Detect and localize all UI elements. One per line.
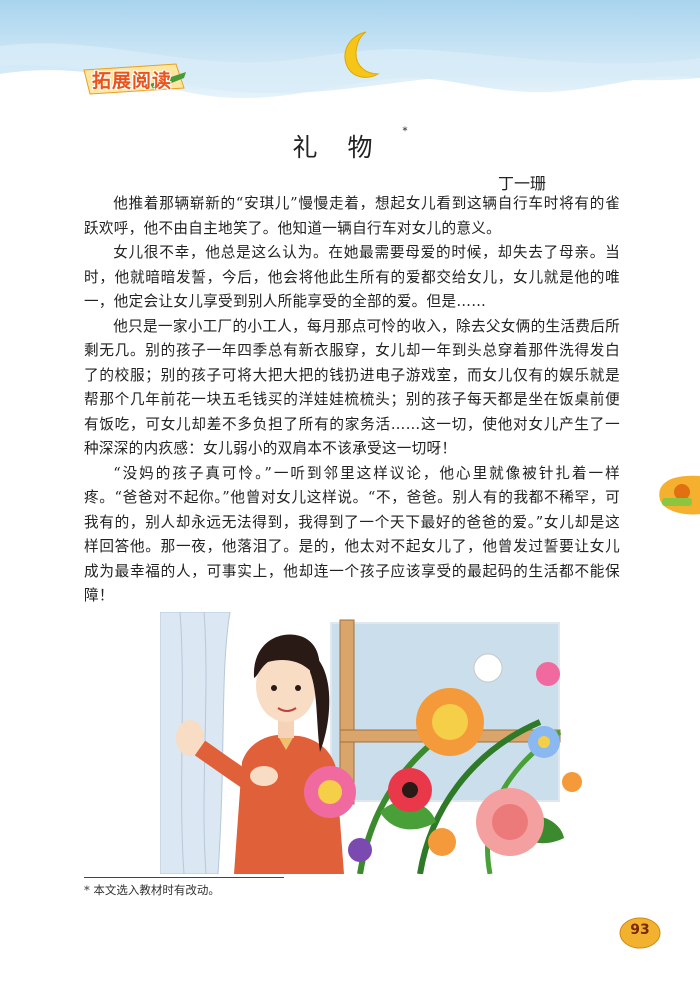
section-badge (83, 63, 186, 95)
paragraph-2: 女儿很不幸，他总是这么认为。在她最需要母爱的时候，却失去了母亲。当时，他就暗暗发… (84, 244, 620, 310)
article-body: 他推着那辆崭新的“安琪儿”慢慢走着，想起女儿看到这辆自行车时将有的雀跃欢呼，他不… (84, 192, 620, 609)
page-number-badge (619, 917, 661, 949)
paragraph-4: “没妈的孩子真可怜。”一听到邻里这样议论，他心里就像被针扎着一样疼。“爸爸对不起… (84, 464, 620, 605)
side-tab-decoration (659, 475, 700, 515)
crescent-moon-icon (344, 31, 380, 78)
article-author: 丁一珊 (498, 174, 547, 193)
article-title-text: 礼物 (292, 133, 403, 162)
section-label: 拓展阅读 (92, 70, 173, 92)
footnote: * 本文选入教材时有改动。 (84, 883, 220, 897)
story-illustration (160, 612, 590, 874)
footnote-divider (84, 877, 284, 878)
paragraph-3: 他只是一家小工厂的小工人，每月那点可怜的收入，除去父女俩的生活费后所剩无几。别的… (84, 317, 620, 458)
paragraph-1: 他推着那辆崭新的“安琪儿”慢慢走着，想起女儿看到这辆自行车时将有的雀跃欢呼，他不… (84, 195, 620, 237)
title-footnote-marker: * (402, 126, 408, 137)
article-title: 礼物* (0, 126, 700, 164)
page-number: 93 (630, 922, 650, 938)
